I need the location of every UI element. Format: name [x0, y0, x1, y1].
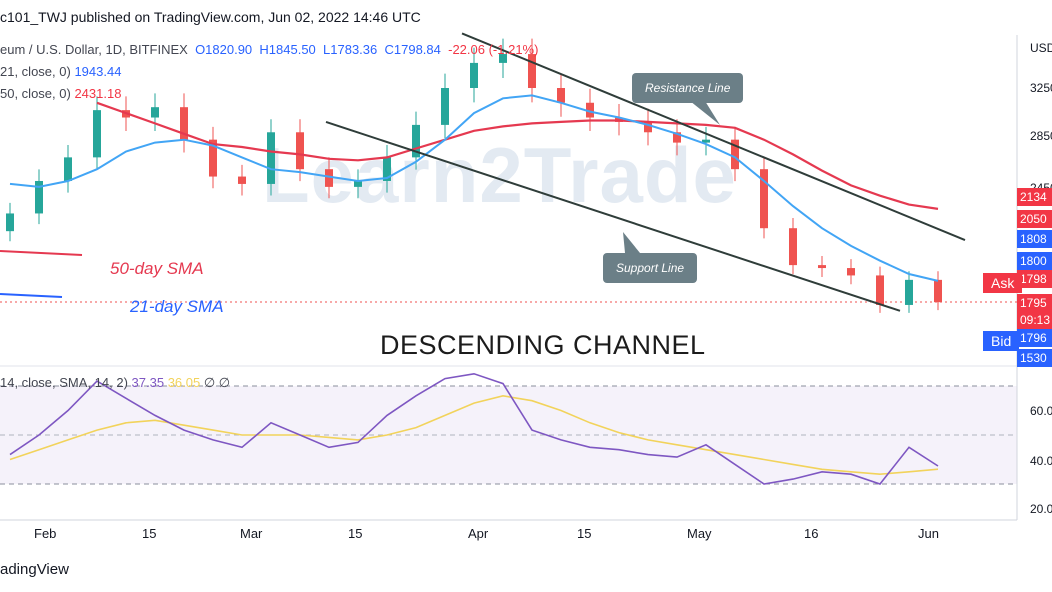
x-tick-mar: Mar — [240, 526, 263, 541]
publish-info: c101_TWJ published on TradingView.com, J… — [0, 9, 421, 25]
candle-body[interactable] — [557, 88, 565, 103]
candle-body[interactable] — [905, 279, 913, 305]
ma50-params: 50, close, 0) — [0, 86, 71, 101]
x-tick-mar-15: 15 — [348, 526, 363, 541]
candle-body[interactable] — [151, 107, 159, 118]
candle-body[interactable] — [441, 88, 449, 125]
support-callout-pointer — [623, 232, 640, 253]
candle-body[interactable] — [412, 124, 420, 158]
ma21-legend[interactable]: 21, close, 0) 1943.44 — [0, 64, 121, 79]
x-tick-may-16: 16 — [804, 526, 819, 541]
price-tag: 1796 — [1017, 329, 1052, 347]
candle-body[interactable] — [267, 132, 275, 184]
x-tick-apr: Apr — [468, 526, 489, 541]
rsi-value: 37.35 — [131, 375, 165, 390]
rsi-tick-20: 20.00 — [1030, 502, 1052, 516]
sma50-line — [96, 101, 939, 210]
price-tag: 2050 — [1017, 210, 1052, 228]
rsi-tick-40: 40.00 — [1030, 454, 1052, 468]
candle-body[interactable] — [586, 102, 594, 118]
candle-body[interactable] — [847, 268, 855, 276]
candle-body[interactable] — [383, 157, 391, 181]
symbol-name: eum / U.S. Dollar, 1D, BITFINEX — [0, 42, 188, 57]
sma21-line — [9, 94, 939, 282]
resistance-trendline[interactable] — [461, 32, 966, 241]
support-callout: Support Line — [603, 253, 698, 283]
price-tag: 1800 — [1017, 252, 1052, 270]
candle-body[interactable] — [760, 169, 768, 229]
sma50-label: 50-day SMA — [110, 259, 204, 278]
rsi-params: 14, close, SMA, 14, 2) — [0, 375, 128, 390]
candle-body[interactable] — [731, 139, 739, 170]
x-tick-may: May — [687, 526, 712, 541]
x-tick-apr-15: 15 — [577, 526, 592, 541]
change-value: -22.06 (-1.21%) — [448, 42, 539, 57]
symbol-legend[interactable]: eum / U.S. Dollar, 1D, BITFINEX O1820.90… — [0, 42, 538, 57]
candle-body[interactable] — [789, 228, 797, 266]
price-axis-header: USD — [1030, 41, 1052, 55]
candle-body[interactable] — [209, 139, 217, 177]
ma21-params: 21, close, 0) — [0, 64, 71, 79]
bid-box[interactable]: Bid — [983, 331, 1020, 351]
candle-body[interactable] — [702, 139, 710, 143]
candle-body[interactable] — [673, 132, 681, 143]
price-tag: 1808 — [1017, 230, 1052, 248]
candle-body[interactable] — [64, 157, 72, 181]
watermark-logo: Learn2Trade — [262, 131, 737, 219]
candle-body[interactable] — [499, 54, 507, 63]
candle-body[interactable] — [528, 54, 536, 88]
resistance-callout-pointer — [690, 101, 720, 125]
support-trendline[interactable] — [325, 120, 901, 312]
sma21-label: 21-day SMA — [130, 297, 224, 316]
tradingview-brand[interactable]: adingView — [0, 561, 69, 578]
rsi-sma-value: 36.05 — [167, 375, 201, 390]
descending-channel-title: DESCENDING CHANNEL — [380, 330, 706, 360]
ma50-value: 2431.18 — [74, 86, 122, 101]
rsi-sma-line — [9, 394, 939, 476]
candle-body[interactable] — [296, 132, 304, 170]
candle-body[interactable] — [470, 62, 478, 88]
candle-body[interactable] — [354, 180, 362, 187]
rsi-extra: ∅ ∅ — [203, 375, 231, 390]
price-tick-1: 3250 — [1030, 81, 1052, 95]
candle-body[interactable] — [325, 169, 333, 187]
close-value: C1798.84 — [384, 42, 441, 57]
candle-body[interactable] — [180, 107, 188, 140]
price-tag: 09:13 — [1017, 311, 1052, 329]
high-value: H1845.50 — [259, 42, 316, 57]
ask-box[interactable]: Ask — [983, 273, 1023, 293]
price-tag: 2134 — [1017, 188, 1052, 206]
price-tag: 1798 — [1017, 270, 1052, 288]
x-tick-jun: Jun — [918, 526, 939, 541]
x-tick-feb: Feb — [34, 526, 57, 541]
low-value: L1783.36 — [323, 42, 378, 57]
candle-body[interactable] — [93, 110, 101, 158]
candle-body[interactable] — [876, 275, 884, 305]
open-value: O1820.90 — [195, 42, 253, 57]
rsi-legend[interactable]: 14, close, SMA, 14, 2) 37.35 36.05 ∅ ∅ — [0, 375, 230, 391]
resistance-callout: Resistance Line — [632, 73, 744, 103]
candle-body[interactable] — [818, 265, 826, 269]
candle-body[interactable] — [934, 279, 942, 303]
rsi-line — [9, 372, 939, 485]
sma50-legend-swatch — [0, 250, 83, 256]
x-tick-feb-15: 15 — [142, 526, 157, 541]
candle-body[interactable] — [35, 180, 43, 214]
rsi-tick-60: 60.00 — [1030, 404, 1052, 418]
candle-body[interactable] — [238, 176, 246, 184]
ma50-legend[interactable]: 50, close, 0) 2431.18 — [0, 86, 121, 101]
price-tag: 1795 — [1017, 294, 1052, 312]
price-tick-2: 2850 — [1030, 129, 1052, 143]
candle-body[interactable] — [6, 213, 14, 232]
candle-body[interactable] — [644, 121, 652, 133]
ma21-value: 1943.44 — [74, 64, 122, 79]
price-tag: 1530 — [1017, 349, 1052, 367]
sma21-legend-swatch — [0, 293, 63, 298]
